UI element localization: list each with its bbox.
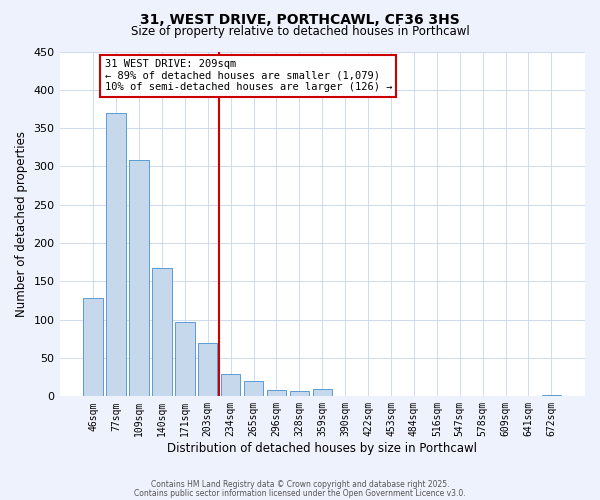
- Bar: [152, 268, 172, 396]
- Y-axis label: Number of detached properties: Number of detached properties: [15, 131, 28, 317]
- Bar: [542, 395, 561, 396]
- Bar: [267, 390, 286, 396]
- Bar: [175, 322, 194, 396]
- Bar: [221, 374, 241, 396]
- Bar: [129, 160, 149, 396]
- Bar: [313, 390, 332, 396]
- Bar: [83, 298, 103, 396]
- Text: Contains HM Land Registry data © Crown copyright and database right 2025.: Contains HM Land Registry data © Crown c…: [151, 480, 449, 489]
- Text: 31, WEST DRIVE, PORTHCAWL, CF36 3HS: 31, WEST DRIVE, PORTHCAWL, CF36 3HS: [140, 12, 460, 26]
- Text: Size of property relative to detached houses in Porthcawl: Size of property relative to detached ho…: [131, 25, 469, 38]
- Text: 31 WEST DRIVE: 209sqm
← 89% of detached houses are smaller (1,079)
10% of semi-d: 31 WEST DRIVE: 209sqm ← 89% of detached …: [104, 59, 392, 92]
- Bar: [106, 113, 126, 397]
- Bar: [290, 391, 309, 396]
- Bar: [198, 342, 217, 396]
- Text: Contains public sector information licensed under the Open Government Licence v3: Contains public sector information licen…: [134, 488, 466, 498]
- Bar: [244, 381, 263, 396]
- X-axis label: Distribution of detached houses by size in Porthcawl: Distribution of detached houses by size …: [167, 442, 477, 455]
